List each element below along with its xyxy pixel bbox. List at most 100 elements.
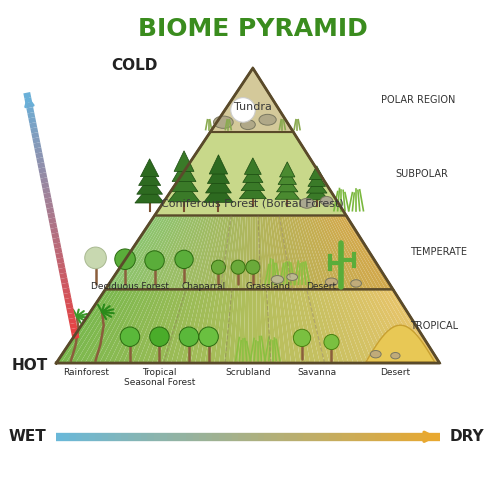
Text: TEMPERATE: TEMPERATE [410, 248, 467, 258]
Polygon shape [306, 290, 330, 363]
Polygon shape [258, 216, 264, 290]
Polygon shape [135, 185, 164, 203]
Polygon shape [235, 216, 243, 290]
Text: Desert: Desert [306, 282, 336, 291]
Polygon shape [390, 290, 440, 363]
Polygon shape [94, 290, 138, 363]
Circle shape [115, 249, 136, 270]
Polygon shape [148, 290, 178, 363]
Polygon shape [142, 290, 174, 363]
Polygon shape [168, 181, 200, 202]
Polygon shape [267, 290, 276, 363]
Polygon shape [246, 216, 250, 290]
Ellipse shape [214, 116, 233, 128]
Polygon shape [188, 216, 212, 290]
Polygon shape [190, 290, 210, 363]
Polygon shape [120, 216, 166, 290]
Polygon shape [238, 290, 246, 363]
Polygon shape [276, 176, 298, 192]
Polygon shape [310, 166, 324, 179]
Text: Coniferous Forest (Boreal Forest): Coniferous Forest (Boreal Forest) [162, 198, 344, 208]
Polygon shape [199, 216, 219, 290]
Polygon shape [306, 216, 336, 290]
Polygon shape [112, 216, 162, 290]
Text: Tropical
Seasonal Forest: Tropical Seasonal Forest [124, 368, 195, 388]
Polygon shape [277, 216, 292, 290]
Polygon shape [364, 290, 406, 363]
Circle shape [199, 327, 218, 346]
Polygon shape [70, 290, 120, 363]
Polygon shape [265, 216, 274, 290]
Polygon shape [327, 216, 368, 290]
Polygon shape [336, 216, 382, 290]
Polygon shape [238, 216, 246, 290]
Polygon shape [213, 216, 229, 290]
Polygon shape [116, 216, 164, 290]
Polygon shape [328, 290, 358, 363]
Polygon shape [138, 216, 178, 290]
Polygon shape [284, 216, 303, 290]
Polygon shape [104, 290, 145, 363]
Polygon shape [282, 290, 296, 363]
Polygon shape [214, 290, 228, 363]
Ellipse shape [390, 352, 400, 359]
Text: COLD: COLD [112, 58, 158, 73]
Polygon shape [270, 290, 281, 363]
Polygon shape [195, 216, 217, 290]
Circle shape [212, 260, 226, 274]
Text: DRY: DRY [450, 430, 484, 444]
Polygon shape [231, 216, 241, 290]
Polygon shape [342, 290, 378, 363]
Polygon shape [200, 290, 217, 363]
Polygon shape [156, 216, 190, 290]
Polygon shape [224, 216, 236, 290]
Polygon shape [166, 216, 198, 290]
Polygon shape [346, 290, 382, 363]
Polygon shape [249, 216, 253, 290]
Polygon shape [118, 290, 156, 363]
Polygon shape [217, 216, 231, 290]
Polygon shape [85, 290, 130, 363]
Polygon shape [272, 216, 285, 290]
Polygon shape [152, 290, 181, 363]
Polygon shape [160, 216, 193, 290]
Polygon shape [332, 216, 375, 290]
Text: HOT: HOT [12, 358, 49, 373]
Polygon shape [166, 290, 192, 363]
Circle shape [145, 251, 165, 270]
Polygon shape [157, 290, 184, 363]
Polygon shape [308, 172, 326, 186]
Polygon shape [274, 216, 288, 290]
Text: SUBPOLAR: SUBPOLAR [396, 169, 448, 179]
Text: Desert: Desert [380, 368, 410, 377]
Polygon shape [339, 216, 386, 290]
Polygon shape [267, 216, 278, 290]
Circle shape [179, 327, 199, 346]
Polygon shape [285, 290, 300, 363]
Polygon shape [181, 216, 208, 290]
Polygon shape [324, 216, 364, 290]
Circle shape [175, 250, 193, 268]
Polygon shape [229, 290, 238, 363]
Polygon shape [288, 290, 306, 363]
Polygon shape [264, 290, 272, 363]
Polygon shape [210, 216, 226, 290]
Polygon shape [202, 216, 222, 290]
Ellipse shape [272, 276, 283, 283]
Polygon shape [178, 216, 205, 290]
Polygon shape [138, 290, 170, 363]
Polygon shape [298, 216, 324, 290]
Polygon shape [145, 216, 184, 290]
Polygon shape [242, 216, 248, 290]
Text: Rainforest: Rainforest [62, 368, 108, 377]
Ellipse shape [350, 280, 362, 287]
Polygon shape [109, 216, 160, 290]
Polygon shape [174, 216, 203, 290]
Polygon shape [174, 151, 194, 172]
Polygon shape [332, 290, 363, 363]
Polygon shape [296, 216, 321, 290]
Polygon shape [244, 158, 262, 174]
Polygon shape [142, 216, 181, 290]
Polygon shape [170, 171, 198, 192]
Polygon shape [275, 184, 299, 200]
